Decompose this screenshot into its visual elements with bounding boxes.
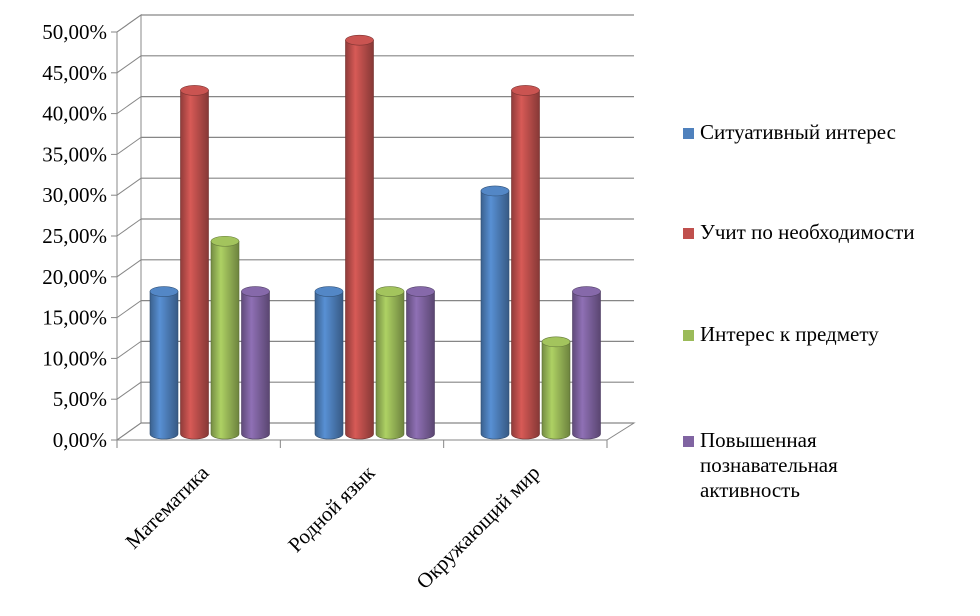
x-tick-label: Родной язык [283, 460, 380, 557]
bar [149, 286, 179, 440]
legend-item: Интерес к предмету [683, 322, 975, 347]
gridline-side [116, 177, 142, 196]
gridline-side [116, 259, 142, 278]
bar [480, 185, 510, 440]
legend-label: Повышенная познавательная активность [700, 428, 838, 502]
bars [149, 34, 601, 440]
x-tick-label: Математика [121, 460, 214, 553]
bar [180, 85, 209, 440]
legend-item: Ситуативный интерес [683, 120, 975, 145]
gridline-side [116, 300, 142, 319]
legend-swatch [683, 330, 694, 341]
y-tick-label: 0,00% [53, 428, 107, 452]
x-tick-labels: Математика Родной язык Окружающий мир [121, 460, 545, 594]
y-tick-label: 40,00% [42, 102, 107, 126]
y-tick-label: 50,00% [42, 20, 107, 44]
y-tick-label: 15,00% [42, 306, 107, 330]
bar [345, 34, 374, 440]
gridline-side [116, 340, 142, 359]
y-tick-label: 5,00% [53, 387, 107, 411]
bar [572, 286, 601, 440]
legend-swatch [683, 128, 694, 139]
gridline-side [116, 96, 142, 115]
gridline-side [116, 14, 142, 33]
x-tick-label: Окружающий мир [411, 461, 544, 594]
y-tick-label: 10,00% [42, 346, 107, 370]
y-tick-label: 30,00% [42, 183, 107, 207]
gridline-side [116, 218, 142, 237]
legend-item: Учит по необходимости [683, 220, 975, 245]
legend-label: Интерес к предмету [700, 322, 879, 346]
y-tick-label: 45,00% [42, 61, 107, 85]
bar [314, 286, 344, 440]
x-axis [116, 439, 608, 448]
bar [511, 85, 540, 440]
bar [406, 286, 435, 440]
gridline-side [116, 55, 142, 74]
y-tick-label: 20,00% [42, 265, 107, 289]
gridline-side [116, 136, 142, 155]
y-axis: 0,00% 5,00% 10,00% 15,00% 20,00% 25,00% 30,00%… [42, 20, 117, 452]
legend-label: Ситуативный интерес [700, 120, 896, 144]
bar [241, 286, 270, 440]
y-tick-label: 25,00% [42, 224, 107, 248]
bar [375, 286, 405, 440]
legend-swatch [683, 436, 694, 447]
legend-swatch [683, 228, 694, 239]
legend-label: Учит по необходимости [700, 220, 915, 244]
y-tick-label: 35,00% [42, 142, 107, 166]
gridline-side [116, 422, 142, 441]
bar [210, 235, 240, 440]
legend-item: Повышенная познавательная активность [683, 428, 860, 503]
bar [541, 336, 571, 440]
gridline-side [116, 381, 142, 400]
